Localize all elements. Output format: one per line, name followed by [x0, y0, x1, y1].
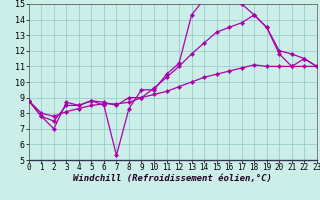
- X-axis label: Windchill (Refroidissement éolien,°C): Windchill (Refroidissement éolien,°C): [73, 174, 272, 183]
